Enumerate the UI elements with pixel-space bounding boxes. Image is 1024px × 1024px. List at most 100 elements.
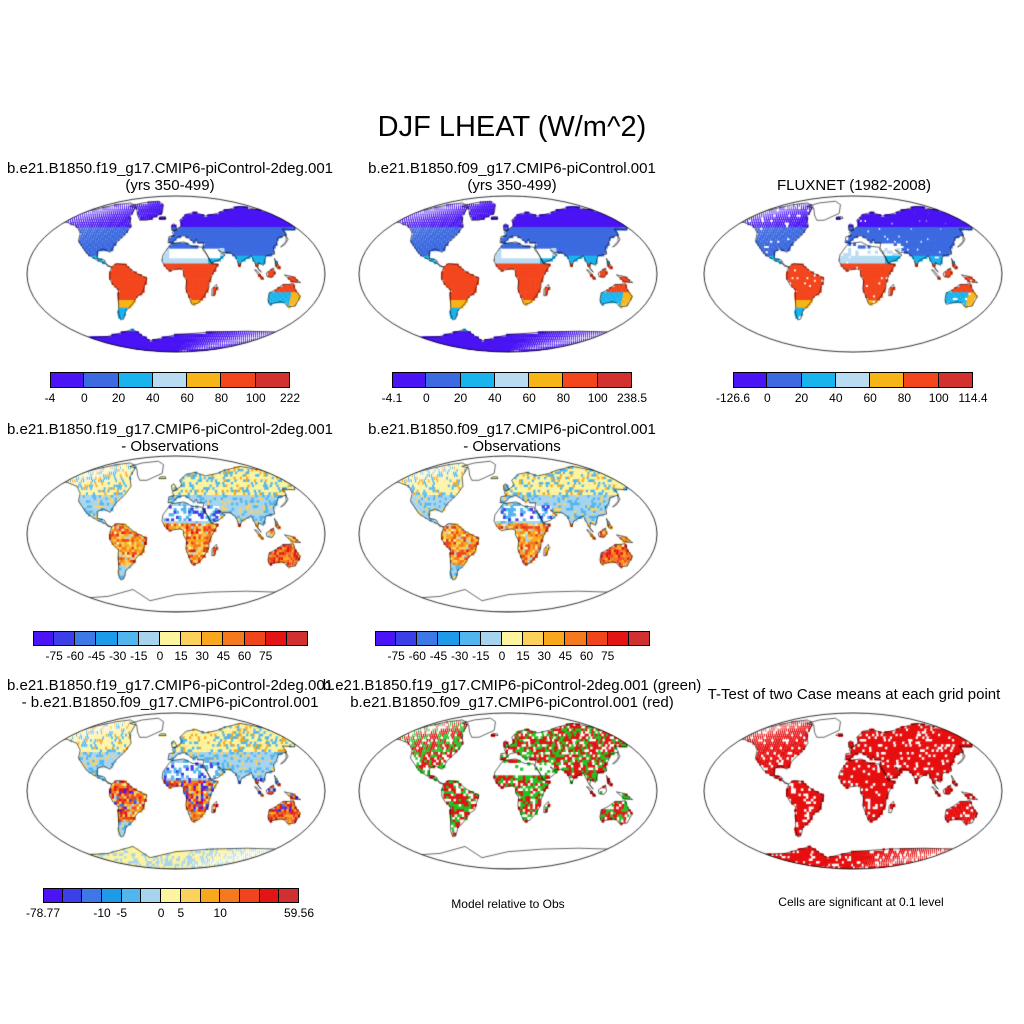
- colorbar-2: -4.1 0 20 40 60 80 100 238.5: [382, 372, 647, 405]
- colorbar-swatch: [279, 888, 299, 903]
- colorbar-swatch: [141, 888, 162, 903]
- colorbar-swatch: [187, 372, 222, 388]
- panel-1-map: [26, 195, 326, 353]
- panel-6-title: b.e21.B1850.f19_g17.CMIP6-piControl-2deg…: [0, 677, 340, 711]
- colorbar-tick-label: 222: [279, 391, 301, 405]
- colorbar-swatch: [75, 631, 97, 646]
- panel-7-title-line1: b.e21.B1850.f19_g17.CMIP6-piControl-2deg…: [322, 677, 702, 694]
- panel-3-title: FLUXNET (1982-2008): [684, 177, 1024, 194]
- colorbar-tick-label: 75: [601, 649, 615, 663]
- panel-8-title-line1: T-Test of two Case means at each grid po…: [707, 686, 1001, 703]
- colorbar-tick-label: 75: [259, 649, 273, 663]
- colorbar-swatch: [563, 372, 598, 388]
- colorbar-tick-label: 15: [174, 649, 188, 663]
- colorbar-tick-label: 80: [214, 391, 229, 405]
- panel-1-title: b.e21.B1850.f19_g17.CMIP6-piControl-2deg…: [0, 160, 340, 194]
- colorbar-tick-label: -5: [116, 906, 128, 920]
- colorbar-swatch: [220, 888, 240, 903]
- colorbar-3: -126.6 0 20 40 60 80 100 114.4: [716, 372, 988, 405]
- colorbar-tick-label: 100: [928, 391, 949, 405]
- colorbar-swatch: [82, 888, 103, 903]
- colorbar-tick-label: 0: [763, 391, 771, 405]
- colorbar-swatch: [54, 631, 76, 646]
- colorbar-swatch: [733, 372, 768, 388]
- colorbar-swatch: [84, 372, 119, 388]
- panel-2-title-line2: (yrs 350-499): [467, 177, 557, 194]
- colorbar-tick-label: 20: [794, 391, 809, 405]
- colorbar-swatch: [50, 372, 85, 388]
- colorbar-tick-label: 30: [537, 649, 551, 663]
- colorbar-swatch: [480, 631, 502, 646]
- colorbar-swatch: [202, 631, 224, 646]
- colorbar-swatch: [43, 888, 63, 903]
- colorbar-swatch: [62, 888, 83, 903]
- colorbar-swatch: [180, 888, 201, 903]
- colorbar-swatch: [118, 372, 153, 388]
- colorbar-swatch: [221, 372, 256, 388]
- colorbar-tick-label: 40: [829, 391, 843, 405]
- colorbar-tick-label: 0: [156, 649, 164, 663]
- colorbar-tick-label: 80: [897, 391, 912, 405]
- colorbar-swatch: [223, 631, 245, 646]
- colorbar-swatch: [438, 631, 460, 646]
- colorbar-tick-label: -60: [66, 649, 84, 663]
- colorbar-swatch: [523, 631, 545, 646]
- colorbar-swatch: [396, 631, 418, 646]
- panel-7-map: [358, 712, 658, 870]
- panel-6-map: [26, 712, 326, 870]
- panel-7-title-line2: b.e21.B1850.f09_g17.CMIP6-piControl.001 …: [350, 694, 674, 711]
- panel-1-title-line1: b.e21.B1850.f19_g17.CMIP6-piControl-2deg…: [6, 160, 334, 177]
- colorbar-swatch: [244, 631, 266, 646]
- colorbar-swatch: [96, 631, 118, 646]
- colorbar-tick-label: 0: [498, 649, 506, 663]
- colorbar-tick-label: 0: [80, 391, 88, 405]
- panel-7-title: b.e21.B1850.f19_g17.CMIP6-piControl-2deg…: [310, 677, 714, 711]
- panel-5-title-line2: - Observations: [463, 438, 561, 455]
- colorbar-tick-label: -15: [130, 649, 148, 663]
- panel-5-title: b.e21.B1850.f09_g17.CMIP6-piControl.001 …: [342, 421, 682, 455]
- colorbar-tick-label: 30: [195, 649, 209, 663]
- colorbar-swatch: [870, 372, 905, 388]
- colorbar-swatch: [544, 631, 566, 646]
- colorbar-tick-label: -60: [408, 649, 426, 663]
- colorbar-swatch: [161, 888, 181, 903]
- colorbar-swatch: [460, 372, 495, 388]
- colorbar-swatch: [459, 631, 481, 646]
- colorbar-tick-label: -78.77: [25, 906, 61, 920]
- colorbar-swatch: [835, 372, 871, 388]
- colorbar-tick-label: 100: [245, 391, 266, 405]
- panel-4-title-line1: b.e21.B1850.f19_g17.CMIP6-piControl-2deg…: [6, 421, 334, 438]
- colorbar-tick-label: -4.1: [381, 391, 403, 405]
- colorbar-tick-label: 20: [453, 391, 468, 405]
- colorbar-swatch: [628, 631, 650, 646]
- panel-7-caption: Model relative to Obs: [451, 897, 565, 911]
- panel-6-title-line1: b.e21.B1850.f19_g17.CMIP6-piControl-2deg…: [6, 677, 334, 694]
- colorbar-tick-label: 238.5: [616, 391, 648, 405]
- colorbar-tick-label: 100: [587, 391, 608, 405]
- colorbar-tick-label: 5: [177, 906, 185, 920]
- colorbar-tick-label: -75: [387, 649, 405, 663]
- colorbar-swatch: [102, 888, 122, 903]
- colorbar-tick-label: 0: [422, 391, 430, 405]
- colorbar-tick-label: 60: [863, 391, 877, 405]
- colorbar-swatch: [255, 372, 290, 388]
- panel-3-title-line1: FLUXNET (1982-2008): [777, 177, 931, 194]
- colorbar-swatch: [121, 888, 142, 903]
- colorbar-tick-label: 10: [213, 906, 227, 920]
- colorbar-tick-label: 80: [556, 391, 571, 405]
- colorbar-swatch: [801, 372, 836, 388]
- panel-8-caption: Cells are significant at 0.1 level: [778, 895, 944, 909]
- panel-2-title: b.e21.B1850.f09_g17.CMIP6-piControl.001 …: [342, 160, 682, 194]
- colorbar-swatch: [586, 631, 608, 646]
- colorbar-swatch: [494, 372, 530, 388]
- colorbar-swatch: [117, 631, 139, 646]
- colorbar-tick-label: 60: [579, 649, 594, 663]
- colorbar-swatch: [152, 372, 188, 388]
- panel-3-map: [703, 195, 1003, 353]
- colorbar-swatch: [501, 631, 524, 646]
- colorbar-tick-label: -75: [45, 649, 63, 663]
- colorbar-tick-label: -10: [93, 906, 111, 920]
- colorbar-tick-label: 40: [488, 391, 502, 405]
- panel-2-title-line1: b.e21.B1850.f09_g17.CMIP6-piControl.001: [368, 160, 656, 177]
- colorbar-swatch: [200, 888, 221, 903]
